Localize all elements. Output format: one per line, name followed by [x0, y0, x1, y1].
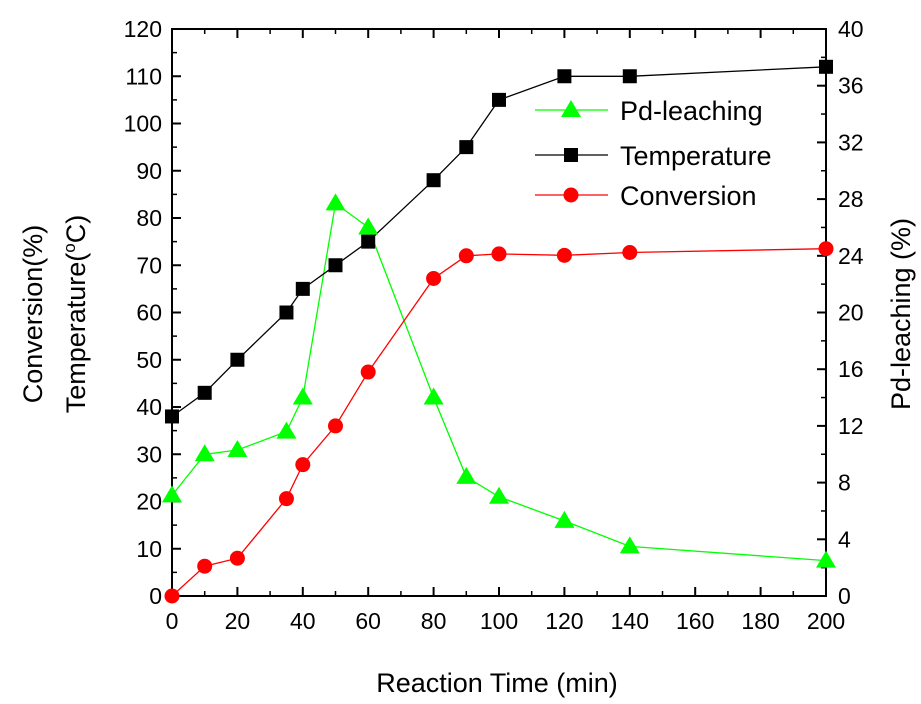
pd-leaching-point [816, 550, 836, 568]
temperature-point [426, 173, 441, 188]
pd-leaching-point [194, 444, 215, 462]
pd-leaching-point [276, 421, 297, 439]
y-left-tick-label: 80 [136, 205, 162, 231]
x-tick-label: 40 [290, 608, 316, 634]
y-left-tick-label: 10 [136, 536, 162, 562]
pd-leaching-point [554, 510, 575, 528]
y-right-tick-label: 8 [838, 470, 851, 496]
temperature-point [279, 305, 294, 320]
y-left-axis-title-sup: o [60, 243, 79, 252]
pd-leaching-point [456, 466, 477, 484]
y-right-tick-label: 40 [838, 16, 864, 42]
y-left-tick-label: 50 [136, 347, 162, 373]
legend-temperature-label: Temperature [620, 141, 772, 171]
y-right-tick-label: 4 [838, 526, 851, 552]
temperature-point [230, 352, 245, 367]
x-tick-label: 0 [166, 608, 179, 634]
temperature-point [361, 234, 376, 249]
x-tick-label: 120 [545, 608, 583, 634]
y-left-axis-title-main: Temperature( [61, 253, 91, 414]
y-left-tick-label: 110 [125, 63, 162, 89]
conversion-point [491, 246, 507, 262]
x-tick-label: 80 [421, 608, 447, 634]
y-right-tick-label: 28 [838, 186, 864, 212]
pd-leaching-point [162, 485, 182, 503]
y-left-axis-title: Temperature(oC) [60, 215, 91, 414]
y-left-outer-axis-title: Conversion(%) [18, 225, 48, 404]
y-right-tick-label: 24 [838, 243, 864, 269]
conversion-point [229, 550, 245, 566]
conversion-point [556, 247, 572, 263]
pd-leaching-point [423, 387, 444, 405]
x-axis-title: Reaction Time (min) [376, 668, 618, 698]
conversion-point [360, 364, 376, 380]
conversion-point [426, 270, 442, 286]
temperature-point [819, 59, 833, 74]
pd-leaching-point [489, 486, 509, 504]
legend-pd-leaching-label: Pd-leaching [620, 96, 763, 126]
x-tick-label: 20 [225, 608, 251, 634]
conversion-point [164, 588, 180, 604]
x-tick-label: 140 [611, 608, 649, 634]
pd-leaching-point [292, 387, 313, 405]
conversion-point [295, 457, 311, 473]
conversion-point [622, 244, 638, 260]
y-right-tick-label: 20 [838, 300, 864, 326]
y-left-tick-label: 100 [124, 111, 162, 137]
x-tick-label: 180 [741, 608, 779, 634]
legend-pd-leaching-marker [561, 100, 581, 117]
legend: Pd-leaching Temperature Conversion [535, 96, 772, 211]
y-left-tick-label: 30 [136, 441, 162, 467]
temperature-point [328, 258, 343, 273]
y-left-tick-label: 60 [136, 300, 162, 326]
temperature-point [492, 92, 506, 107]
y-left-axis-title-unit: C) [61, 215, 91, 244]
temperature-point [295, 281, 310, 296]
y-left-tick-label: 70 [136, 252, 162, 278]
conversion-point [278, 491, 294, 507]
y-right-tick-label: 16 [838, 356, 864, 382]
conversion-point [328, 418, 343, 434]
pd-leaching-point [227, 439, 248, 457]
legend-temperature-marker [564, 148, 578, 162]
pd-leaching-point [358, 217, 379, 235]
y-right-tick-label: 0 [838, 583, 851, 609]
legend-conversion-marker [563, 187, 579, 203]
conversion-point [818, 241, 834, 257]
y-right-tick-label: 36 [838, 73, 864, 99]
temperature-point [165, 409, 179, 424]
temperature-point [557, 69, 572, 84]
y-left-tick-label: 120 [124, 16, 162, 42]
temperature-point [459, 140, 474, 155]
y-left-tick-label: 0 [149, 583, 162, 609]
series-markers [162, 59, 836, 604]
ticks: 0 20 40 60 80 100 120 140 160 180 2000102030405060… [124, 16, 864, 634]
conversion-line [171, 248, 827, 597]
y-right-tick-label: 12 [838, 413, 864, 439]
y-left-tick-label: 20 [136, 489, 162, 515]
pd-leaching-point [325, 193, 346, 211]
x-tick-label: 160 [676, 608, 714, 634]
conversion-point [458, 248, 474, 264]
x-tick-label: 60 [355, 608, 381, 634]
temperature-point [622, 69, 637, 84]
temperature-point [197, 385, 212, 400]
x-tick-label: 200 [807, 608, 845, 634]
y-right-axis-title: Pd-leaching (%) [886, 218, 916, 410]
y-left-tick-label: 40 [136, 394, 162, 420]
pd-leaching-point [619, 536, 640, 554]
y-left-tick-label: 90 [136, 158, 162, 184]
x-tick-label: 100 [480, 608, 518, 634]
y-right-tick-label: 32 [838, 129, 864, 155]
conversion-point [197, 558, 213, 574]
legend-conversion-label: Conversion [620, 181, 757, 211]
